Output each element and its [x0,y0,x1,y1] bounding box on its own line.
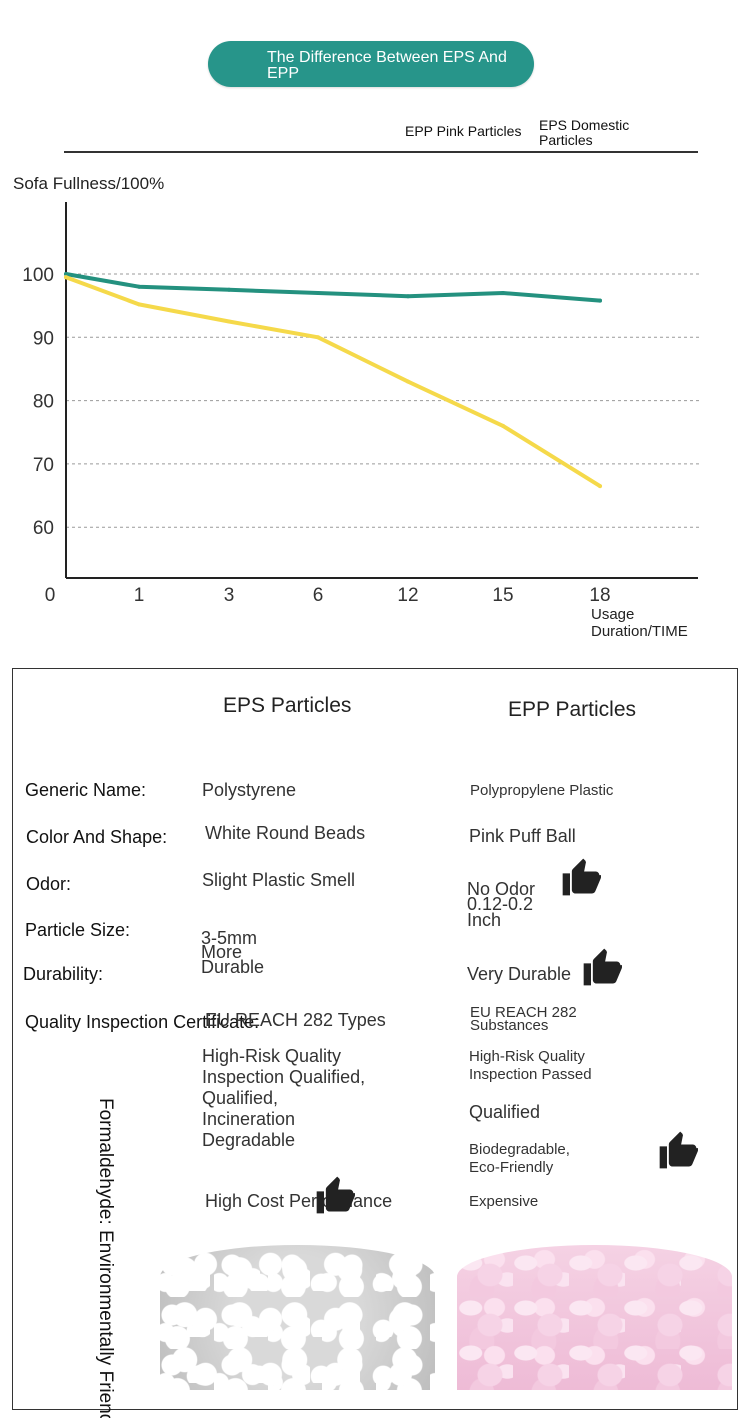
legend-epp: EPP Pink Particles [405,123,522,139]
title-banner: The Difference Between EPS And EPP [208,41,534,87]
data-point [406,294,410,299]
label-color-shape: Color And Shape: [26,827,168,847]
epp-odor: No Odor [467,879,536,899]
series-line-epp [64,272,602,303]
x-tick-label: 12 [397,585,418,606]
data-point [501,291,505,295]
legend-eps: EPS Domestic Particles [539,117,630,148]
eps-risk: High-Risk Quality Inspection Qualified, … [202,1046,366,1150]
data-point [406,379,410,384]
eps-header: EPS Particles [223,694,352,717]
x-tick-label: 0 [45,585,56,606]
label-odor: Odor: [26,874,72,894]
y-tick-label: 80 [33,392,54,413]
label-generic-name: Generic Name: [25,780,147,800]
x-tick-label: 18 [589,585,610,606]
label-formaldehyde: Formaldehyde: Environmentally Friendly [95,1098,116,1418]
epp-risk: High-Risk Quality Inspection Passed [469,1048,592,1083]
eps-durability: More Durable [201,942,265,977]
page-title: The Difference Between EPS And EPP [267,49,507,82]
thumbs-up-icon [659,1131,698,1169]
white-eps-beads-image [160,1245,435,1390]
epp-color-shape: Pink Puff Ball [469,826,576,846]
label-durability: Durability: [23,964,104,984]
eps-color-shape: White Round Beads [205,823,366,843]
data-point [227,287,231,292]
epp-qualified: Qualified [469,1102,541,1122]
data-point [137,302,141,307]
pink-epp-beads-image [457,1245,732,1390]
label-quality: Quality Inspection Certificate: [25,1012,260,1032]
thumbs-up-icon [583,948,622,986]
legend-divider [64,151,698,153]
y-axis-label: Sofa Fullness/100% [13,174,164,193]
gridlines [66,273,700,528]
eps-odor: Slight Plastic Smell [202,870,356,890]
data-point [316,335,320,340]
eps-cost: High Cost Performance [205,1191,393,1211]
epp-particle-size: 0.12-0.2 Inch [467,894,534,930]
x-axis-label-line1: Usage [591,606,634,623]
x-tick-label: 6 [313,585,324,606]
eps-particle-size: 3-5mm [201,928,258,948]
thumbs-up-icon [562,858,601,896]
epp-durability: Very Durable [467,964,572,984]
y-tick-label: 90 [33,328,54,349]
data-point [64,272,68,276]
eps-quality: EU REACH 282 Types [205,1010,386,1030]
data-point [598,484,602,489]
thumbs-up-icon [316,1176,355,1214]
y-tick-label: 60 [33,518,54,539]
x-tick-label: 1 [134,585,145,606]
epp-quality: EU REACH 282 Substances [470,1004,577,1034]
eps-generic-name: Polystyrene [202,780,297,800]
epp-cost: Expensive [469,1193,539,1210]
comparison-table [12,668,738,1410]
epp-header: EPP Particles [508,698,636,721]
label-particle-size: Particle Size: [25,920,131,940]
x-tick-label: 15 [492,585,513,606]
x-tick-label: 3 [224,585,235,606]
y-tick-label: 70 [33,455,54,476]
series-line-eps [64,275,602,489]
x-axis-label-line2: Duration/TIME [591,623,688,640]
data-point [227,319,231,324]
data-point [598,298,602,303]
y-tick-label: 100 [22,265,54,286]
line-chart: Sofa Fullness/100% 100 90 80 70 60 0 1 3 6 12 15 1… [13,174,700,640]
data-point [137,284,141,289]
data-point [501,423,505,428]
data-point [316,291,320,295]
data-point [64,275,68,280]
epp-eco: Biodegradable, Eco-Friendly [469,1141,570,1176]
epp-generic-name: Polypropylene Plastic [470,782,614,799]
